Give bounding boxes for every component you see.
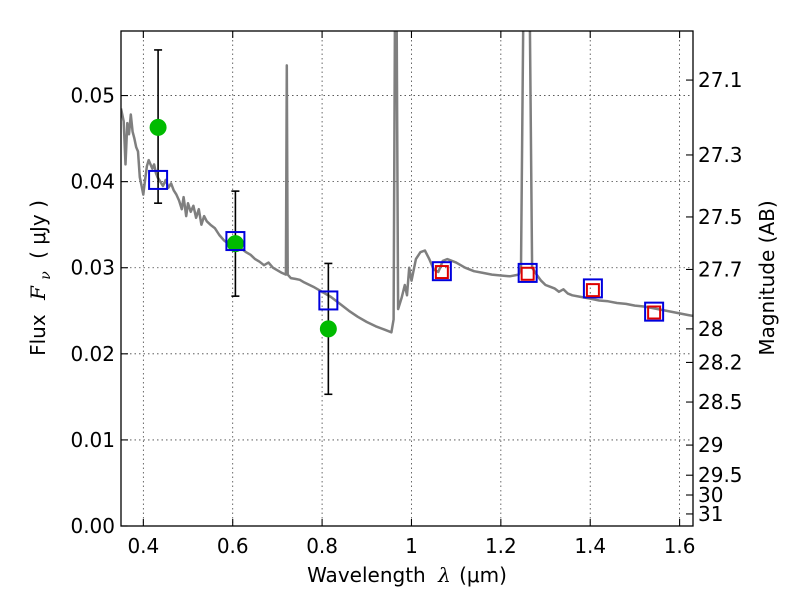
model-spectrum-line [121,31,693,334]
model-photometry-point [225,231,246,252]
model-photometry-point [582,278,603,299]
x-tick-label: 1.6 [664,534,696,558]
x-tick-label: 0.6 [217,534,249,558]
y2-tick-label: 29 [698,433,723,457]
y-tick-label: 0.00 [70,514,115,538]
y2-tick-label: 28.2 [698,350,743,374]
x-tick-label: 0.4 [127,534,159,558]
model-photometry-point [517,262,538,283]
model-photometry-point [644,301,665,322]
plot-frame [120,30,694,527]
model-photometry-point [431,261,452,282]
upper-limit-point [647,305,662,320]
x-tick-label: 1 [405,534,418,558]
y-tick-label: 0.04 [70,170,115,194]
axis-labels: Wavelength λ (μm) Flux F ν ( μJy ) Magni… [26,200,779,587]
x-axis-label: Wavelength λ (μm) [307,563,507,587]
y2-tick-label: 27.1 [698,68,743,92]
y2-tick-label: 27.7 [698,257,743,281]
y2-axis-label: Magnitude (AB) [755,200,779,355]
y-tick-label: 0.02 [70,342,115,366]
upper-limit-point [520,266,535,281]
upper-limit-point [585,283,600,298]
observed-flux-point [149,118,167,136]
y-tick-label: 0.01 [70,428,115,452]
y2-tick-label: 30 [698,483,723,507]
y2-tick-label: 29.5 [698,463,743,487]
observed-flux-point [319,320,337,338]
y2-tick-label: 27.5 [698,205,743,229]
upper-limit-point [434,265,449,280]
x-tick-label: 1.2 [485,534,517,558]
y-tick-label: 0.05 [70,84,115,108]
x-tick-label: 0.8 [306,534,338,558]
model-photometry-point [148,169,169,190]
y2-tick-label: 27.3 [698,143,743,167]
y2-tick-label: 28.5 [698,390,743,414]
y-tick-label: 0.03 [70,256,115,280]
grid [121,31,693,527]
y-axis-label: Flux F ν ( μJy ) [26,200,55,356]
y2-tick-label: 31 [698,502,723,526]
plot-area [121,31,693,396]
x-tick-label: 1.4 [574,534,606,558]
axes: 0.4 0.6 0.8 1 1.2 1.4 1.6 0.00 0.01 0.02 0.03 0.04 0… [70,31,743,558]
model-photometry-point [318,290,339,311]
y2-tick-label: 28 [698,317,723,341]
